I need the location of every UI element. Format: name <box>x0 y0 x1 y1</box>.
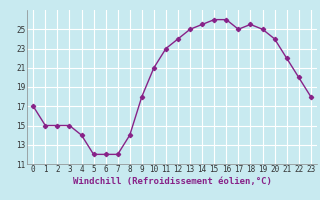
X-axis label: Windchill (Refroidissement éolien,°C): Windchill (Refroidissement éolien,°C) <box>73 177 271 186</box>
